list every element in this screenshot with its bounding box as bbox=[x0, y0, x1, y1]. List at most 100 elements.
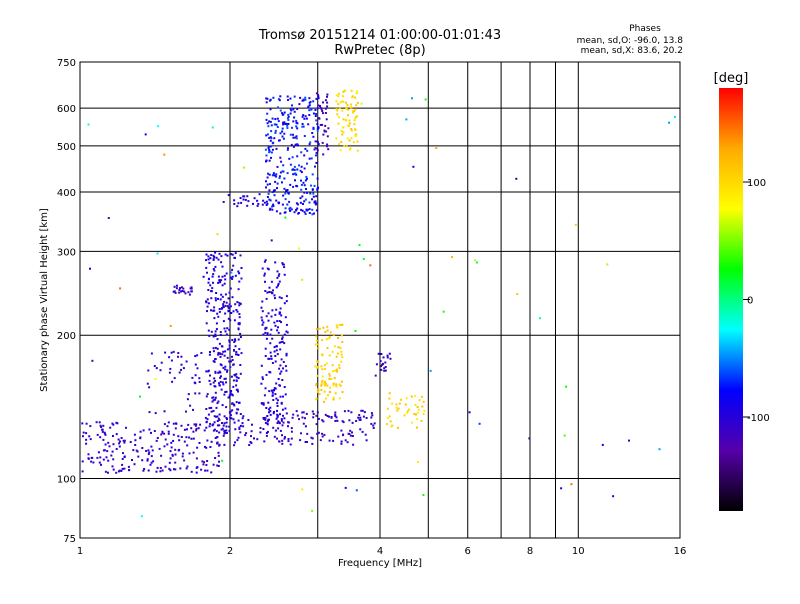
echo-point bbox=[278, 139, 281, 142]
echo-point bbox=[301, 209, 304, 212]
echo-point bbox=[674, 115, 676, 118]
y-tick-label: 400 bbox=[57, 188, 76, 199]
echo-point bbox=[334, 415, 337, 417]
echo-point bbox=[233, 199, 236, 202]
echo-point bbox=[282, 395, 284, 398]
echo-point bbox=[342, 118, 345, 121]
echo-point bbox=[283, 386, 286, 388]
echo-point bbox=[102, 458, 105, 461]
echo-point bbox=[336, 419, 339, 422]
echo-point bbox=[327, 127, 330, 130]
echo-point bbox=[348, 124, 351, 127]
echo-point bbox=[149, 463, 152, 466]
echo-point bbox=[266, 420, 269, 423]
echo-point bbox=[299, 197, 302, 200]
echo-point bbox=[153, 430, 156, 432]
echo-point bbox=[213, 256, 216, 258]
echo-point bbox=[192, 451, 195, 454]
echo-point bbox=[235, 309, 238, 311]
echo-point bbox=[326, 93, 329, 96]
echo-point bbox=[395, 406, 398, 409]
echo-point bbox=[168, 461, 171, 464]
echo-point bbox=[217, 353, 220, 356]
echo-point bbox=[214, 251, 217, 254]
echo-point bbox=[303, 135, 306, 137]
echo-point bbox=[99, 456, 102, 459]
echo-point bbox=[317, 431, 320, 434]
echo-point bbox=[174, 461, 177, 464]
echo-point bbox=[342, 100, 345, 103]
echo-point bbox=[143, 468, 146, 470]
echo-point bbox=[214, 391, 217, 394]
echo-point bbox=[298, 164, 300, 167]
echo-point bbox=[212, 273, 215, 276]
echo-point bbox=[269, 145, 272, 148]
echo-point bbox=[210, 297, 213, 300]
echo-point bbox=[134, 444, 137, 446]
echo-point bbox=[290, 143, 293, 146]
echo-point bbox=[185, 360, 188, 363]
echo-point bbox=[141, 447, 144, 449]
echo-point bbox=[346, 104, 349, 107]
echo-point bbox=[207, 413, 210, 416]
echo-point bbox=[276, 270, 279, 273]
echo-point bbox=[250, 430, 253, 433]
echo-point bbox=[303, 154, 306, 157]
echo-point bbox=[194, 392, 197, 395]
echo-point bbox=[313, 148, 316, 151]
echo-point bbox=[311, 442, 314, 445]
echo-point bbox=[370, 412, 373, 415]
echo-point bbox=[168, 467, 171, 470]
echo-point bbox=[372, 427, 375, 429]
echo-point bbox=[565, 385, 568, 388]
echo-point bbox=[278, 440, 281, 443]
echo-point bbox=[212, 381, 215, 384]
echo-point bbox=[275, 397, 278, 400]
echo-point bbox=[217, 465, 220, 467]
echo-point bbox=[270, 130, 273, 133]
echo-point bbox=[369, 264, 372, 267]
echo-point bbox=[256, 199, 259, 202]
echo-point bbox=[281, 170, 284, 173]
echo-point bbox=[233, 203, 236, 205]
echo-point bbox=[335, 355, 338, 358]
echo-point bbox=[360, 409, 363, 412]
echo-point bbox=[302, 181, 305, 184]
echo-point bbox=[231, 253, 234, 256]
echo-point bbox=[338, 367, 341, 369]
echo-point bbox=[215, 256, 218, 259]
echo-point bbox=[291, 126, 293, 129]
echo-point bbox=[355, 91, 358, 94]
echo-point bbox=[275, 173, 278, 176]
echo-point bbox=[323, 433, 326, 436]
echo-point bbox=[183, 459, 186, 462]
echo-point bbox=[355, 104, 358, 107]
echo-point bbox=[218, 443, 221, 446]
echo-point bbox=[281, 263, 284, 266]
echo-point bbox=[222, 383, 225, 386]
echo-point bbox=[290, 430, 293, 433]
echo-point bbox=[296, 185, 299, 188]
echo-point bbox=[222, 434, 225, 437]
echo-point bbox=[214, 371, 217, 374]
echo-point bbox=[210, 406, 213, 409]
echo-point bbox=[223, 300, 226, 303]
echo-point bbox=[238, 304, 241, 307]
echo-point bbox=[82, 435, 84, 438]
echo-point bbox=[215, 430, 218, 433]
echo-point bbox=[288, 200, 291, 203]
echo-point bbox=[281, 424, 284, 427]
echo-point bbox=[304, 115, 307, 118]
echo-point bbox=[223, 274, 226, 277]
echo-point bbox=[327, 394, 330, 397]
echo-point bbox=[87, 457, 90, 460]
echo-point bbox=[252, 202, 254, 205]
echo-point bbox=[312, 413, 315, 415]
echo-point bbox=[275, 417, 278, 420]
echo-point bbox=[109, 426, 112, 429]
echo-point bbox=[121, 467, 124, 470]
echo-point bbox=[212, 463, 215, 466]
echo-point bbox=[263, 394, 266, 397]
echo-point bbox=[218, 370, 221, 373]
echo-point bbox=[191, 376, 194, 379]
